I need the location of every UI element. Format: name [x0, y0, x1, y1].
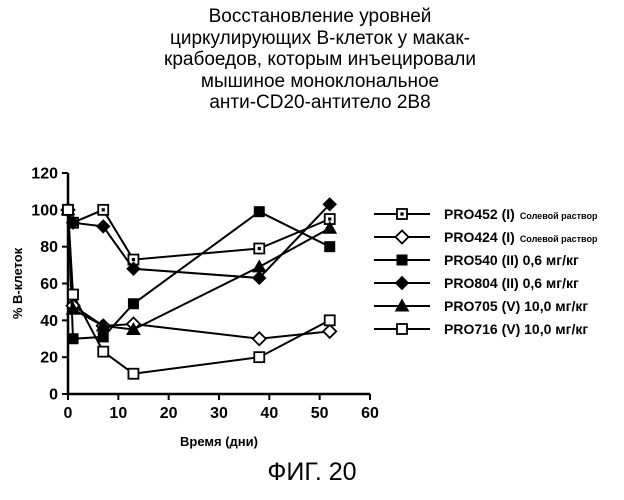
marker-square-filled	[98, 332, 108, 342]
figure-caption: ФИГ. 20	[0, 458, 624, 487]
legend-series-name: PRO705 (V) 10,0 мг/кг	[444, 298, 588, 314]
y-tick-label: 120	[31, 166, 58, 183]
chart-series	[62, 198, 337, 379]
legend-series-name: PRO452 (I)	[444, 206, 515, 222]
legend-series-name: PRO424 (I)	[444, 229, 515, 245]
legend-label: PRO540 (II) 0,6 мг/кг	[444, 252, 579, 268]
marker-center	[328, 217, 331, 220]
y-axis-label: % В-клеток	[10, 247, 25, 319]
marker-center	[102, 208, 105, 211]
x-tick-label: 40	[260, 405, 278, 422]
legend-label: PRO804 (II) 0,6 мг/кг	[444, 275, 579, 291]
marker-center	[400, 212, 403, 215]
marker-diamond-open	[253, 332, 266, 345]
legend-item: PRO452 (I) Солевой раствор	[374, 206, 598, 222]
marker-square-filled	[254, 207, 264, 217]
x-tick-label: 30	[210, 405, 228, 422]
marker-square-dot	[254, 244, 264, 254]
marker-square-open	[397, 324, 407, 334]
marker-square-filled	[325, 242, 335, 252]
y-tick-label: 0	[49, 387, 58, 404]
x-tick-label: 10	[109, 405, 127, 422]
legend-label: PRO452 (I) Солевой раствор	[444, 206, 598, 222]
x-tick-label: 50	[311, 405, 329, 422]
legend-label: PRO705 (V) 10,0 мг/кг	[444, 298, 588, 314]
marker-square-filled	[128, 299, 138, 309]
marker-square-open	[254, 352, 264, 362]
legend-series-name: PRO804 (II) 0,6 мг/кг	[444, 275, 579, 291]
marker-center	[258, 247, 261, 250]
marker-square-dot	[98, 205, 108, 215]
legend-item: PRO804 (II) 0,6 мг/кг	[374, 275, 579, 291]
marker-square-open	[325, 315, 335, 325]
legend-item: PRO424 (I) Солевой раствор	[374, 229, 598, 245]
x-tick-label: 60	[361, 405, 379, 422]
legend-item: PRO705 (V) 10,0 мг/кг	[374, 298, 588, 314]
marker-square-dot	[397, 209, 407, 219]
y-tick-label: 40	[40, 313, 58, 330]
marker-diamond-filled	[396, 277, 409, 290]
legend-series-note: Солевой раствор	[520, 234, 598, 244]
marker-diamond-open	[323, 325, 336, 338]
x-tick-label: 20	[160, 405, 178, 422]
y-tick-label: 80	[40, 239, 58, 256]
legend-item: PRO716 (V) 10,0 мг/кг	[374, 321, 588, 337]
marker-square-filled	[397, 255, 407, 265]
legend-label: PRO424 (I) Солевой раствор	[444, 229, 598, 245]
marker-square-open	[128, 369, 138, 379]
marker-square-open	[68, 290, 78, 300]
marker-square-open	[63, 205, 73, 215]
marker-triangle-filled	[253, 260, 266, 272]
legend-series-note: Солевой раствор	[520, 211, 598, 221]
legend-label: PRO716 (V) 10,0 мг/кг	[444, 321, 588, 337]
marker-diamond-open	[396, 231, 409, 244]
marker-square-open	[98, 347, 108, 357]
y-tick-label: 20	[40, 350, 58, 367]
chart-legend: PRO452 (I) Солевой раствор PRO424 (I) Солев…	[374, 206, 598, 337]
x-axis-label: Время (дни)	[180, 434, 258, 449]
y-tick-label: 100	[31, 202, 58, 219]
marker-square-filled	[68, 334, 78, 344]
legend-item: PRO540 (II) 0,6 мг/кг	[374, 252, 579, 268]
marker-diamond-filled	[97, 220, 110, 233]
legend-series-name: PRO540 (II) 0,6 мг/кг	[444, 252, 579, 268]
legend-series-name: PRO716 (V) 10,0 мг/кг	[444, 321, 588, 337]
marker-center	[132, 258, 135, 261]
series-line	[68, 210, 330, 260]
x-tick-label: 0	[64, 405, 73, 422]
y-tick-label: 60	[40, 276, 58, 293]
